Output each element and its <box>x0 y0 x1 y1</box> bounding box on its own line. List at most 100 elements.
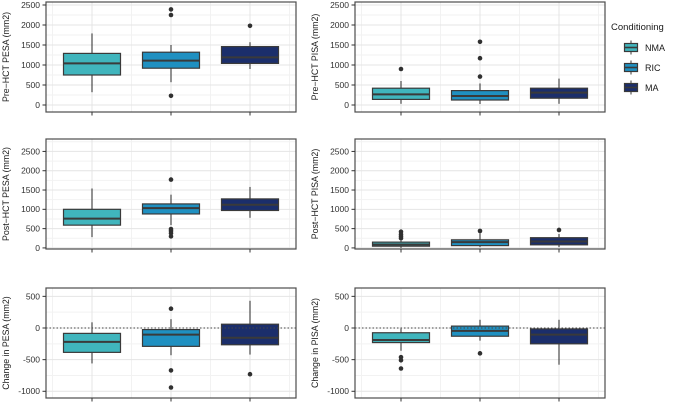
outlier-point <box>477 74 483 79</box>
y-tick-label: 2500 <box>330 0 349 10</box>
y-tick-label: 1500 <box>21 185 40 195</box>
box-ma <box>529 319 589 365</box>
y-tick-label: 1500 <box>330 185 349 195</box>
y-tick-label: 0 <box>344 323 349 333</box>
panel-pre-hct-pesa: 0 500 1000 1500 2000 2500 Pre−HCT PESA (mm2) <box>1 0 297 116</box>
panel-change-in-pesa: -1000 -500 0 500 Change in PESA (mm2) <box>1 287 297 402</box>
box-ma <box>529 78 589 104</box>
iqr-box <box>141 328 201 347</box>
box-nma <box>371 328 431 371</box>
y-axis-title: Pre−HCT PESA (mm2) <box>1 12 11 102</box>
box-ric <box>141 177 201 239</box>
outlier-point <box>398 357 404 363</box>
box-ma <box>220 186 280 218</box>
panel-post-hct-pesa: 0 500 1000 1500 2000 2500 Post−HCT PESA (mm2) <box>1 138 297 253</box>
y-tick-label: 500 <box>335 80 349 90</box>
legend-label-ma: MA <box>645 82 659 93</box>
y-tick-label: 1000 <box>330 60 349 70</box>
iqr-box <box>529 328 589 345</box>
y-tick-label: 0 <box>344 100 349 110</box>
legend-item-nma: NMA <box>623 40 677 55</box>
outlier-point <box>398 66 404 72</box>
y-tick-label: 1000 <box>21 204 40 214</box>
y-tick-label: 2500 <box>330 146 349 156</box>
outlier-point <box>398 229 404 235</box>
panel-post-hct-pisa: 0 500 1000 1500 2000 2500 Post−HCT PISA (mm2) <box>310 138 606 253</box>
legend-item-ric: RIC <box>623 60 677 75</box>
outlier-point <box>398 354 404 360</box>
y-tick-label: 2000 <box>330 166 349 176</box>
y-tick-label: 500 <box>26 80 40 90</box>
y-tick-label: -500 <box>332 355 349 365</box>
legend-item-ma: MA <box>623 80 677 95</box>
panel-pre-hct-pisa: 0 500 1000 1500 2000 2500 Pre−HCT PISA (mm2) <box>310 0 606 116</box>
outlier-point <box>556 227 562 233</box>
y-tick-label: 500 <box>335 291 349 301</box>
y-tick-label: 0 <box>35 323 40 333</box>
iqr-box <box>371 332 431 344</box>
legend: Conditioning NMA RIC <box>611 22 677 100</box>
y-tick-label: 0 <box>35 243 40 253</box>
y-tick-label: 2000 <box>21 166 40 176</box>
outlier-point <box>168 12 174 18</box>
y-tick-label: 0 <box>344 243 349 253</box>
box-nma <box>62 33 122 93</box>
outlier-point <box>168 385 174 390</box>
box-ric <box>450 319 510 356</box>
y-tick-label: 500 <box>26 291 40 301</box>
outlier-point <box>168 7 174 12</box>
iqr-box <box>220 45 280 64</box>
legend-title: Conditioning <box>611 22 664 33</box>
outlier-point <box>477 228 483 234</box>
box-ric <box>141 7 201 99</box>
box-nma <box>62 188 122 238</box>
legend-label-nma: NMA <box>645 42 665 53</box>
outlier-point <box>168 177 174 182</box>
outlier-point <box>398 366 404 371</box>
boxplot-key-icon <box>623 40 639 55</box>
y-axis-title: Change in PESA (mm2) <box>1 296 11 389</box>
panel-change-in-pisa: -1000 -500 0 500 Change in PISA (mm2) <box>310 287 606 402</box>
outlier-point <box>247 371 253 377</box>
y-tick-label: 0 <box>35 100 40 110</box>
boxplot-key-icon <box>623 80 639 95</box>
y-tick-label: -1000 <box>327 386 349 396</box>
box-ric <box>450 39 510 104</box>
y-tick-label: 500 <box>335 224 349 234</box>
y-tick-label: 2000 <box>330 20 349 30</box>
y-tick-label: 1500 <box>330 40 349 50</box>
box-ma <box>220 300 280 377</box>
y-tick-label: 1000 <box>330 204 349 214</box>
iqr-box <box>62 208 122 226</box>
outlier-point <box>477 39 483 45</box>
outlier-point <box>477 351 483 356</box>
y-tick-label: 2500 <box>21 0 40 10</box>
y-axis-title: Pre−HCT PISA (mm2) <box>310 14 320 101</box>
outlier-point <box>168 306 174 311</box>
box-nma <box>371 229 431 248</box>
y-axis-title: Change in PISA (mm2) <box>310 298 320 388</box>
outlier-point <box>247 23 253 29</box>
y-tick-label: 2500 <box>21 146 40 156</box>
box-ma <box>220 23 280 69</box>
y-tick-label: 2000 <box>21 20 40 30</box>
y-tick-label: 500 <box>26 224 40 234</box>
outlier-point <box>168 234 174 239</box>
box-ric <box>450 228 510 248</box>
box-nma <box>371 66 431 104</box>
box-ric <box>141 306 201 390</box>
boxplot-key-icon <box>623 60 639 75</box>
y-tick-label: 1000 <box>21 60 40 70</box>
outlier-point <box>168 368 174 373</box>
legend-label-ric: RIC <box>645 62 661 73</box>
outlier-point <box>477 55 483 61</box>
y-tick-label: 1500 <box>21 40 40 50</box>
y-tick-label: -1000 <box>18 386 40 396</box>
box-ma <box>529 227 589 248</box>
y-axis-title: Post−HCT PESA (mm2) <box>1 147 11 241</box>
y-tick-label: -500 <box>23 355 40 365</box>
iqr-box <box>220 323 280 346</box>
outlier-point <box>168 93 174 99</box>
